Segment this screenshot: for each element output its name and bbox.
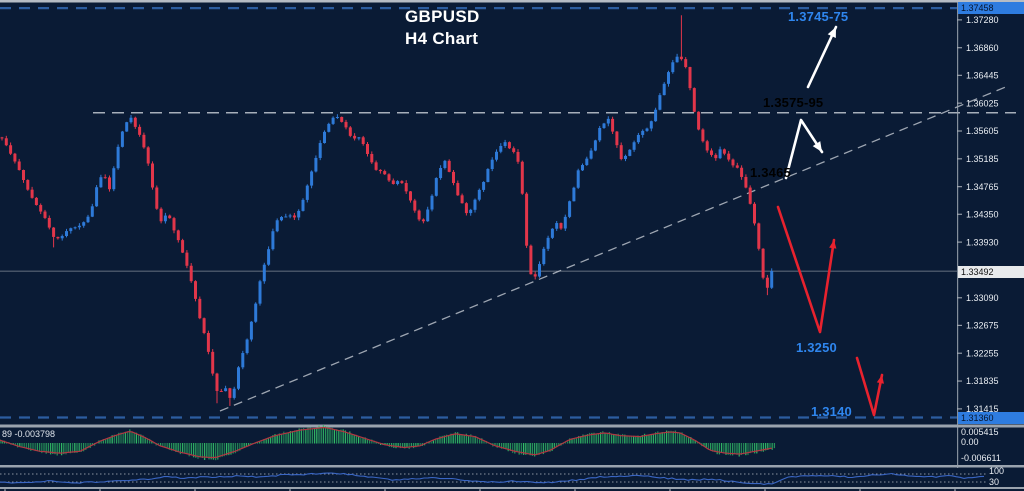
price-axis[interactable]: 1.37280 1.36860 1.36445 1.36025 1.35605 1.351… [957,15,999,414]
symbol-title: GBPUSD [405,7,480,26]
lower-level-price-badge: 1.31360 [958,412,1024,424]
svg-text:1.33090: 1.33090 [966,293,999,303]
macd-scale-min: -0.006611 [961,453,1001,463]
annotation-target-13140[interactable]: 1.3140 [811,404,852,419]
svg-text:1.33930: 1.33930 [966,237,999,247]
ascending-trendline[interactable] [219,85,1009,412]
svg-text:1.32255: 1.32255 [966,348,999,358]
svg-text:1.35185: 1.35185 [966,154,999,164]
svg-text:1.36860: 1.36860 [966,43,999,53]
svg-text:1.36025: 1.36025 [966,98,999,108]
svg-text:1.31835: 1.31835 [966,376,999,386]
annotation-level-13465[interactable]: 1.3465 [750,165,791,180]
candlestick-series[interactable] [0,15,774,406]
oscillator-scale-top: 100 [989,466,1005,476]
svg-text:1.35605: 1.35605 [966,126,999,136]
upper-level-price-badge: 1.37458 [958,2,1024,14]
trend-arrows[interactable] [776,25,884,417]
svg-text:1.34350: 1.34350 [966,209,999,219]
current-price-badge: 1.33492 [958,266,1024,278]
oscillator-pane-content [0,472,986,485]
annotation-zone-1357595[interactable]: 1.3575-95 [763,95,824,110]
svg-text:1.34765: 1.34765 [966,182,999,192]
svg-text:1.37280: 1.37280 [966,15,999,25]
svg-text:1.32675: 1.32675 [966,321,999,331]
macd-value-label: 89 -0.003798 [2,429,56,439]
macd-scale-max: 0.005415 [961,427,999,437]
support-resistance-lines[interactable] [0,6,1016,419]
svg-text:1.31415: 1.31415 [966,404,999,414]
svg-text:1.36445: 1.36445 [966,70,999,80]
oscillator-scale-bottom: 30 [989,477,1000,487]
macd-scale-zero: 0.00 [961,437,979,447]
chart-title: GBPUSD H4 Chart [405,6,480,50]
annotation-target-1374575[interactable]: 1.3745-75 [788,9,849,24]
window-top-edge [0,0,1024,3]
annotation-target-13250[interactable]: 1.3250 [796,340,837,355]
timeframe-title: H4 Chart [405,29,479,48]
macd-signal-line [0,426,773,459]
